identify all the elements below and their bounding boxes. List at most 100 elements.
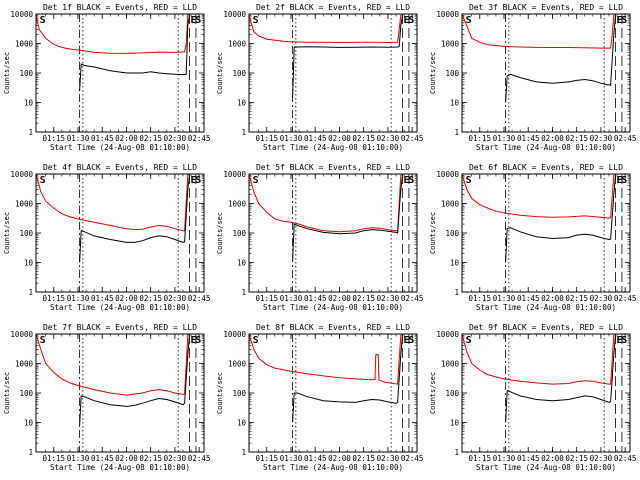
series-lld: [36, 334, 191, 396]
x-tick-label: 02:00: [541, 294, 564, 303]
y-tick-label: 10: [24, 259, 34, 268]
y-tick-label: 10000: [10, 10, 33, 19]
y-tick-label: 10: [450, 259, 460, 268]
y-axis-label: Counts/sec: [3, 212, 11, 254]
y-tick-label: 1000: [15, 40, 34, 49]
plot-frame: [248, 173, 418, 293]
event-marker-e: E: [403, 335, 409, 346]
y-tick-label: 1000: [441, 200, 460, 209]
event-marker-e: E: [616, 175, 622, 186]
x-tick-label: 01:45: [91, 134, 114, 143]
x-tick-label: 01:15: [468, 134, 491, 143]
y-tick-label: 10: [450, 99, 460, 108]
x-tick-label: 01:15: [255, 294, 278, 303]
panel-title: Det 3f BLACK = Events, RED = LLD: [469, 3, 623, 12]
x-tick-label: 01:45: [304, 134, 327, 143]
y-tick-label: 1: [28, 448, 33, 457]
event-marker-e: E: [403, 15, 409, 26]
x-tick-label: 02:45: [614, 134, 637, 143]
panel-det-4: Det 4f BLACK = Events, RED = LLD 1 10 100 10…: [3, 163, 210, 312]
y-axis-label: Counts/sec: [216, 212, 224, 254]
y-tick-label: 100: [445, 229, 459, 238]
x-tick-label: 01:45: [517, 454, 540, 463]
x-tick-label: 01:30: [280, 294, 303, 303]
x-tick-label: 01:15: [42, 294, 65, 303]
x-axis-label: Start Time (24-Aug-08 01:10:00): [50, 143, 190, 152]
x-tick-label: 02:30: [377, 134, 400, 143]
event-marker-e: E: [190, 335, 196, 346]
y-tick-label: 10000: [223, 170, 246, 179]
panel-det-8: Det 8f BLACK = Events, RED = LLD 1 10 100 10…: [216, 323, 423, 472]
event-marker-s: S: [195, 15, 201, 26]
series-lld: [249, 174, 404, 233]
x-tick-label: 02:15: [139, 134, 162, 143]
x-tick-label: 02:15: [565, 294, 588, 303]
y-tick-label: 10: [237, 99, 247, 108]
event-marker-e: E: [616, 15, 622, 26]
x-tick-label: 02:15: [565, 454, 588, 463]
y-axis-label: Counts/sec: [429, 52, 437, 94]
plot-frame: [248, 13, 418, 133]
y-tick-label: 100: [19, 229, 33, 238]
y-tick-label: 10: [450, 419, 460, 428]
series-events: [292, 175, 403, 261]
x-tick-label: 02:00: [328, 134, 351, 143]
x-tick-label: 02:30: [164, 294, 187, 303]
x-tick-label: 02:15: [139, 454, 162, 463]
x-tick-label: 02:30: [164, 134, 187, 143]
event-marker-s: S: [408, 335, 414, 346]
plot-frame: [35, 333, 205, 453]
x-tick-label: 01:30: [280, 134, 303, 143]
series-lld: [249, 334, 404, 385]
y-tick-label: 1: [454, 288, 459, 297]
panel-title: Det 2f BLACK = Events, RED = LLD: [256, 3, 410, 12]
event-marker-s: S: [621, 175, 627, 186]
series-events: [505, 15, 616, 103]
x-axis-label: Start Time (24-Aug-08 01:10:00): [50, 303, 190, 312]
panel-det-7: Det 7f BLACK = Events, RED = LLD 1 10 100 10…: [3, 323, 210, 472]
y-tick-label: 10: [24, 419, 34, 428]
y-tick-label: 10000: [436, 10, 459, 19]
x-tick-label: 02:00: [541, 454, 564, 463]
y-tick-label: 1: [28, 288, 33, 297]
x-tick-label: 02:45: [614, 454, 637, 463]
panel-title: Det 8f BLACK = Events, RED = LLD: [256, 323, 410, 332]
series-lld: [462, 174, 617, 219]
plot-frame: [461, 13, 631, 133]
plot-frame: [35, 13, 205, 133]
y-tick-label: 10000: [436, 330, 459, 339]
x-tick-label: 02:30: [377, 454, 400, 463]
x-axis-label: Start Time (24-Aug-08 01:10:00): [263, 303, 403, 312]
x-tick-label: 01:45: [304, 294, 327, 303]
event-marker-s: S: [408, 15, 414, 26]
y-tick-label: 100: [232, 69, 246, 78]
x-tick-label: 02:45: [188, 294, 211, 303]
event-marker-s: S: [40, 175, 46, 186]
panel-title: Det 1f BLACK = Events, RED = LLD: [43, 3, 197, 12]
series-events: [79, 335, 190, 426]
y-axis-label: Counts/sec: [216, 52, 224, 94]
series-lld: [249, 14, 404, 44]
x-tick-label: 02:30: [377, 294, 400, 303]
x-tick-label: 01:15: [255, 454, 278, 463]
x-tick-label: 01:15: [42, 134, 65, 143]
x-tick-label: 01:30: [67, 134, 90, 143]
series-lld: [36, 174, 191, 232]
y-tick-label: 100: [445, 69, 459, 78]
x-tick-label: 01:15: [468, 454, 491, 463]
series-lld: [36, 14, 191, 54]
event-marker-s: S: [621, 335, 627, 346]
x-tick-label: 02:00: [328, 294, 351, 303]
x-tick-label: 01:45: [91, 294, 114, 303]
event-marker-e: E: [190, 175, 196, 186]
panel-title: Det 6f BLACK = Events, RED = LLD: [469, 163, 623, 172]
panel-title: Det 9f BLACK = Events, RED = LLD: [469, 323, 623, 332]
y-tick-label: 1: [241, 288, 246, 297]
panel-det-2: Det 2f BLACK = Events, RED = LLD 1 10 100 10…: [216, 3, 423, 152]
x-tick-label: 02:30: [590, 134, 613, 143]
event-marker-s: S: [253, 175, 259, 186]
event-marker-s: S: [253, 335, 259, 346]
event-marker-s: S: [408, 175, 414, 186]
x-tick-label: 02:30: [164, 454, 187, 463]
